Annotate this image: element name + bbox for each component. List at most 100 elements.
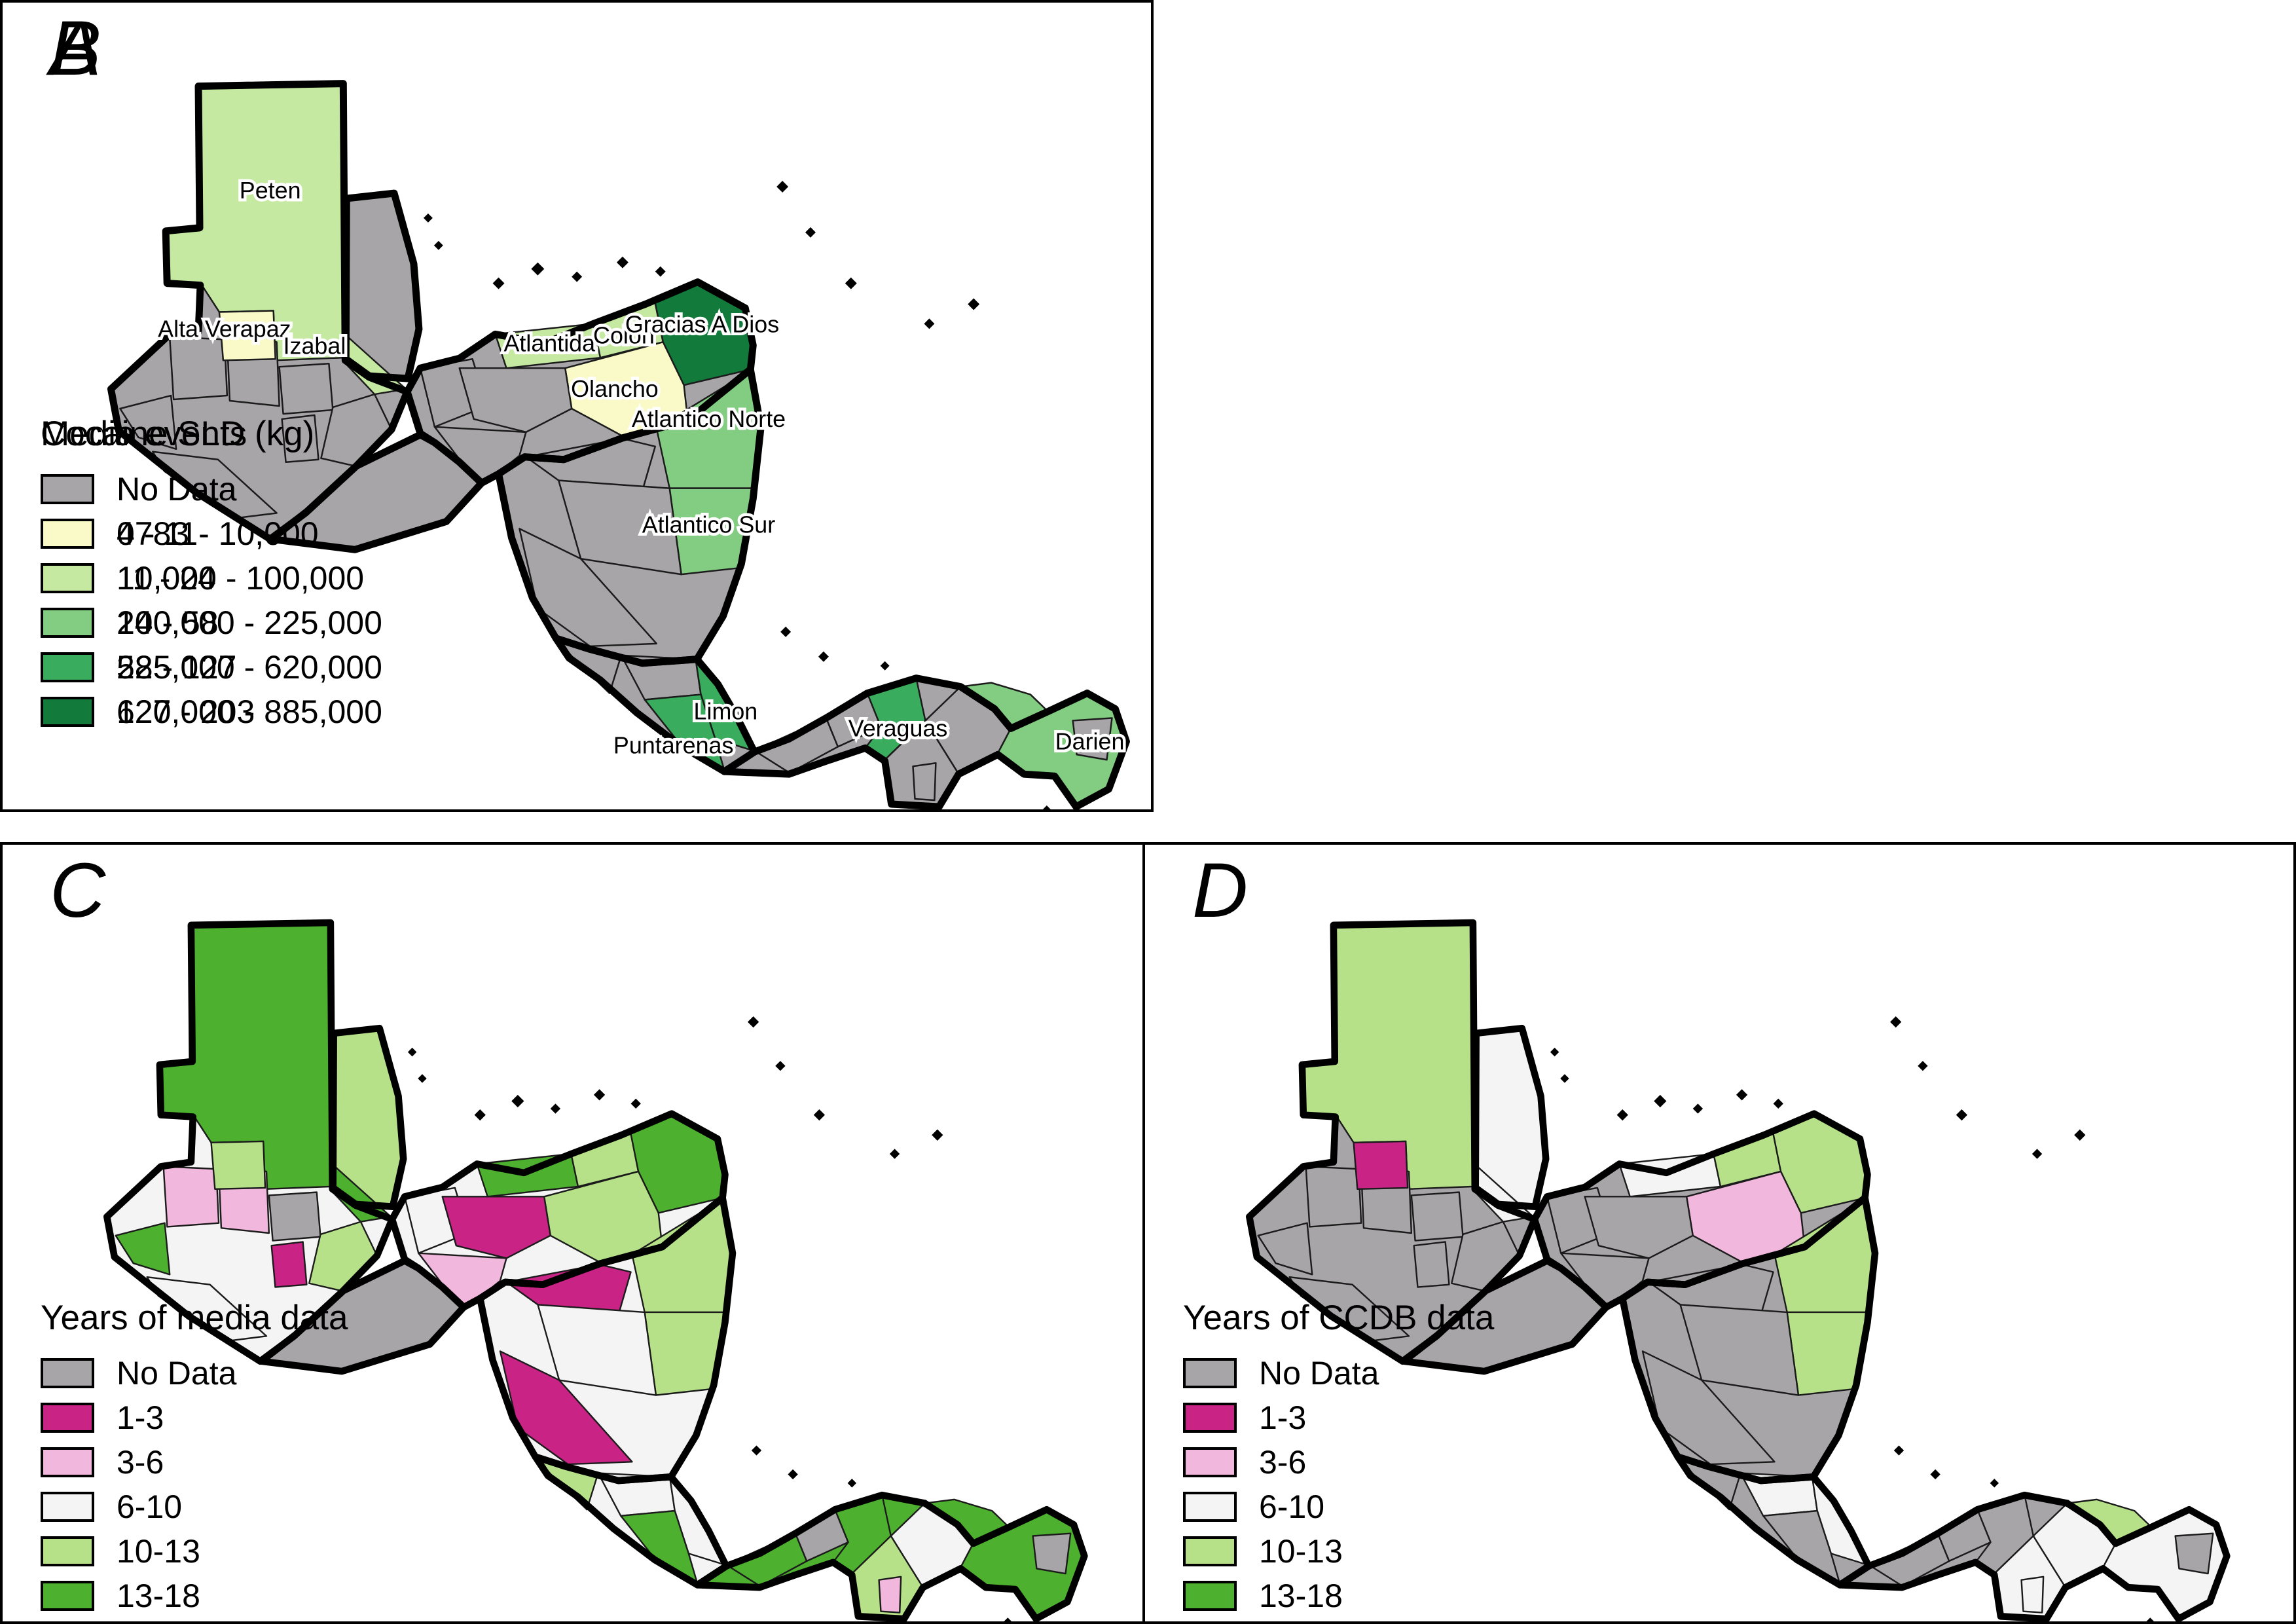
legend-row: No Data: [41, 1355, 348, 1392]
legend-label: 13-18: [117, 1578, 200, 1614]
legend-label: 0 - 11: [117, 515, 198, 552]
legend-row: 100,000 - 225,000: [41, 604, 382, 641]
region-p8: [1072, 717, 1113, 761]
panel-letter-d: D: [1192, 847, 1248, 934]
map-label: Izabal: [283, 333, 346, 359]
map-label: Atlantico Sur: [642, 511, 775, 538]
country-sv: [1404, 1261, 1607, 1372]
region-g5: [1410, 1191, 1464, 1242]
region-p4b: [912, 762, 937, 802]
panel-b-cocaine-sld: Peten Alta Verapaz Izabal Atlantida Colon Gra…: [0, 0, 1154, 812]
island-dot: [511, 1094, 524, 1108]
legend-items: No Data 1-3 3-6 6-10 10-13 13-18: [41, 1355, 348, 1614]
island-dot: [780, 626, 792, 637]
legend-title: Cocaine SLD (kg): [41, 415, 315, 453]
legend-swatch: [41, 563, 94, 593]
map-label: Colon: [593, 322, 655, 348]
legend-label: 225,000 - 620,000: [117, 649, 382, 686]
region-g8: [1353, 1140, 1409, 1190]
legend-years-ccdb: Years of CCDB data No Data 1-3 3-6 6-10 10-1…: [1183, 1298, 1495, 1621]
legend-label: 1-3: [117, 1399, 164, 1436]
country-sv: [271, 434, 482, 550]
island-dot: [492, 277, 505, 289]
legend-row: 1-3: [1183, 1399, 1494, 1436]
legend-row: 3-6: [1183, 1444, 1494, 1481]
legend-swatch: [1183, 1581, 1237, 1611]
panel-c-years-media-data: C Years of media data No Data 1-3 3-6 6-10 1…: [0, 842, 1145, 1624]
legend-swatch: [41, 697, 94, 727]
island-dot: [2032, 1149, 2043, 1159]
legend-label: 3-6: [1259, 1444, 1307, 1481]
legend-swatch: [1183, 1403, 1237, 1433]
legend-row: 10-13: [1183, 1533, 1494, 1570]
island-dot: [1893, 1445, 1904, 1456]
panel-letter-b: B: [50, 5, 101, 92]
island-dot: [572, 271, 583, 282]
panel-letter-a: A: [50, 5, 101, 92]
legend-label: 58 - 127: [117, 649, 237, 686]
island-dot: [1918, 1061, 1928, 1071]
legend-title: Media events: [41, 415, 247, 453]
legend-swatch: [1183, 1447, 1237, 1477]
country-bz: [333, 1028, 404, 1207]
island-dot: [1930, 1469, 1941, 1480]
legend-label: 6-10: [117, 1488, 183, 1525]
region-g1: [168, 336, 228, 401]
country-border-sv: [258, 1257, 467, 1375]
map-label: Atlantida: [503, 330, 595, 356]
island-dot: [474, 1109, 486, 1121]
country-border-sv: [1400, 1257, 1610, 1375]
island-dot: [423, 213, 433, 223]
legend-row: 225,000 - 620,000: [41, 649, 382, 686]
legend-years-media: Years of media data No Data 1-3 3-6 6-10 10-…: [41, 1298, 348, 1621]
legend-items: No Data 1-3 3-6 6-10 10-13 13-18: [1183, 1355, 1494, 1614]
legend-title: Years of CCDB data: [1183, 1299, 1495, 1337]
legend-label: 6-10: [1259, 1488, 1325, 1525]
legend-row: 6-10: [1183, 1488, 1494, 1525]
island-dot: [1042, 805, 1051, 809]
region-h6: [458, 367, 573, 434]
island-dot: [776, 181, 789, 193]
island-dot: [932, 1129, 943, 1141]
region-g8: [210, 1140, 266, 1190]
legend-cocaine-sld: Cocaine SLD (kg) No Data 4783 - 10,000 10,…: [41, 414, 382, 741]
legend-row: 13-18: [41, 1578, 348, 1614]
island-dot: [2146, 1617, 2155, 1621]
island-dot: [1560, 1074, 1569, 1083]
country-border-pa: [1836, 1491, 2231, 1621]
legend-swatch: [41, 608, 94, 638]
legend-swatch: [41, 1492, 94, 1522]
legend-label: 620,000 - 885,000: [117, 693, 382, 730]
island-dot: [788, 1469, 798, 1480]
country-border-bz: [342, 189, 423, 382]
region-g1: [162, 1166, 220, 1228]
island-dot: [845, 277, 857, 289]
region-h6: [1584, 1196, 1694, 1259]
legend-label: 10-13: [1259, 1533, 1343, 1570]
island-dot: [1004, 1617, 1012, 1621]
legend-label: 127 - 203: [117, 693, 255, 730]
map-label: Puntarenas: [613, 732, 734, 758]
legend-label: No Data: [117, 471, 237, 507]
country-border-ni: [476, 1194, 737, 1485]
island-dot: [805, 227, 816, 238]
island-dot: [968, 298, 980, 310]
region-n4: [1679, 1304, 1800, 1396]
region-g5: [278, 362, 334, 415]
island-dot: [2074, 1129, 2086, 1141]
island-dot: [1550, 1047, 1559, 1057]
region-g4: [270, 1241, 308, 1288]
legend-label: No Data: [117, 471, 237, 507]
map-label: Olancho: [571, 376, 659, 402]
panel-d-years-ccdb-data: D Years of CCDB data No Data 1-3 3-6 6-10 10…: [1142, 842, 2296, 1624]
legend-row: 6-10: [41, 1488, 348, 1525]
region-g5: [268, 1191, 321, 1242]
island-dot: [1773, 1098, 1783, 1109]
region-g1: [1305, 1166, 1362, 1228]
legend-title: Years of media data: [41, 1299, 348, 1337]
legend-swatch: [41, 1536, 94, 1566]
island-dot: [616, 256, 629, 268]
region-p4b: [2020, 1576, 2045, 1614]
country-border-pa: [693, 1491, 1088, 1621]
